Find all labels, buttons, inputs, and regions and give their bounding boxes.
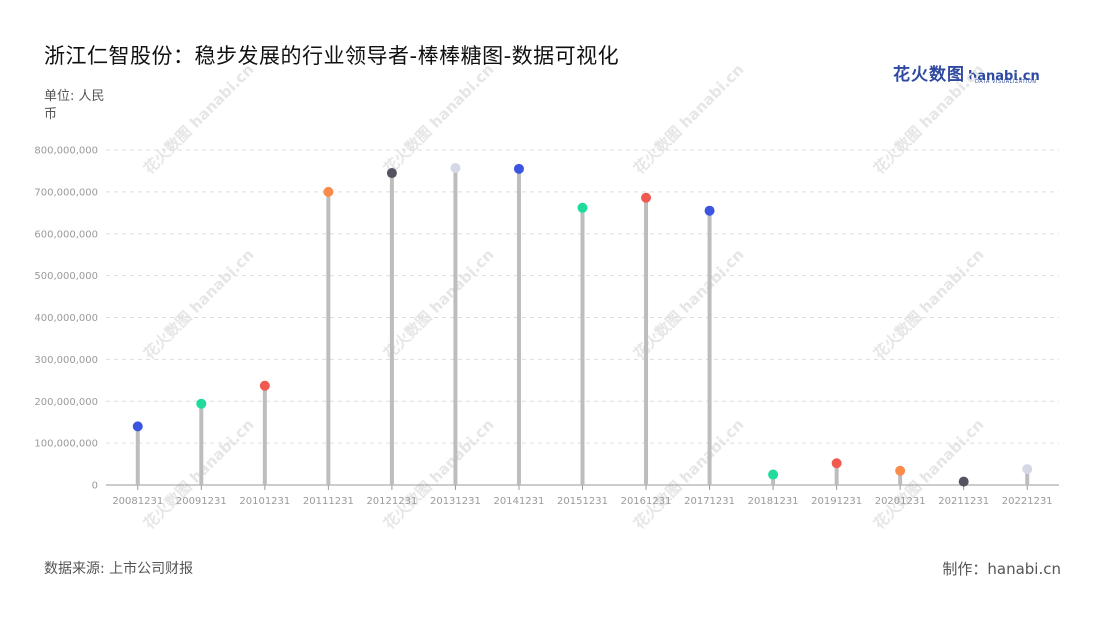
x-tick-label-0: 20081231: [112, 496, 163, 507]
lollipop-dot-6: [513, 163, 524, 174]
watermark-2: 花火数图 hanabi.cn: [630, 60, 747, 177]
x-tick-label-13: 20211231: [938, 496, 989, 507]
y-tick-label-6: 600,000,000: [34, 229, 98, 240]
x-tick-label-14: 20221231: [1002, 496, 1053, 507]
watermark-4: 花火数图 hanabi.cn: [140, 245, 257, 362]
watermark-1: 花火数图 hanabi.cn: [380, 60, 497, 177]
brand-name-en: hanabi.cn: [968, 69, 1040, 84]
lollipop-marks: [132, 163, 1033, 487]
watermark-8: 花火数图 hanabi.cn: [140, 415, 257, 532]
lollipop-dot-5: [450, 163, 461, 174]
x-tick-label-6: 20141231: [494, 496, 545, 507]
lollipop-dot-10: [768, 469, 779, 480]
lollipop-dot-9: [704, 205, 715, 216]
x-axis-ticks: 20081231 20091231 20101231 20111231 20121231…: [112, 485, 1053, 507]
watermark-3: 花火数图 hanabi.cn: [870, 60, 987, 177]
grid-lines: [106, 149, 1059, 444]
x-tick-label-4: 20121231: [366, 496, 417, 507]
lollipop-dot-11: [831, 458, 842, 469]
y-tick-label-2: 200,000,000: [34, 397, 98, 408]
x-tick-label-3: 20111231: [303, 496, 354, 507]
lollipop-dot-12: [895, 465, 906, 476]
brand-name-cn: 花火数图: [893, 65, 965, 85]
x-tick-label-1: 20091231: [176, 496, 227, 507]
lollipop-dot-8: [641, 192, 652, 203]
maker-label: 制作：hanabi.cn: [942, 560, 1061, 578]
x-tick-label-2: 20101231: [239, 496, 290, 507]
unit-label: 单位: 人民币: [44, 89, 105, 122]
x-tick-label-9: 20171231: [684, 496, 735, 507]
lollipop-dot-14: [1022, 464, 1033, 475]
watermark-7: 花火数图 hanabi.cn: [870, 245, 987, 362]
y-tick-label-7: 700,000,000: [34, 187, 98, 198]
x-tick-label-10: 20181231: [748, 496, 799, 507]
watermark-9: 花火数图 hanabi.cn: [380, 415, 497, 532]
y-tick-label-3: 300,000,000: [34, 355, 98, 366]
y-tick-label-5: 500,000,000: [34, 271, 98, 282]
lollipop-dot-4: [386, 168, 397, 179]
lollipop-dot-0: [132, 421, 143, 432]
y-tick-label-0: 0: [92, 481, 98, 492]
x-tick-label-5: 20131231: [430, 496, 481, 507]
lollipop-dot-2: [259, 380, 270, 391]
x-tick-label-11: 20191231: [811, 496, 862, 507]
x-tick-label-8: 20161231: [621, 496, 672, 507]
brand-logo: 花火数图 hanabi.cn DATA VISUALIZATION: [893, 60, 1040, 85]
brand-subtitle: DATA VISUALIZATION: [975, 79, 1037, 85]
x-tick-label-7: 20151231: [557, 496, 608, 507]
y-tick-label-8: 800,000,000: [34, 146, 98, 157]
source-label: 数据来源: 上市公司财报: [44, 561, 194, 577]
chart-title: 浙江仁智股份：稳步发展的行业领导者-棒棒糖图-数据可视化: [44, 44, 620, 68]
lollipop-dot-13: [958, 476, 969, 487]
watermark-11: 花火数图 hanabi.cn: [870, 415, 987, 532]
y-axis-ticks: 0 100,000,000 200,000,000 300,000,000 400,00…: [34, 146, 98, 492]
lollipop-dot-3: [323, 186, 334, 197]
watermark-0: 花火数图 hanabi.cn: [140, 60, 257, 177]
watermark-5: 花火数图 hanabi.cn: [380, 245, 497, 362]
y-tick-label-4: 400,000,000: [34, 313, 98, 324]
y-tick-label-1: 100,000,000: [34, 439, 98, 450]
watermark-layer: 花火数图 hanabi.cn 花火数图 hanabi.cn 花火数图 hanabi.…: [140, 60, 987, 532]
lollipop-dot-1: [196, 398, 207, 409]
x-tick-label-12: 20201231: [875, 496, 926, 507]
lollipop-dot-7: [577, 202, 588, 213]
